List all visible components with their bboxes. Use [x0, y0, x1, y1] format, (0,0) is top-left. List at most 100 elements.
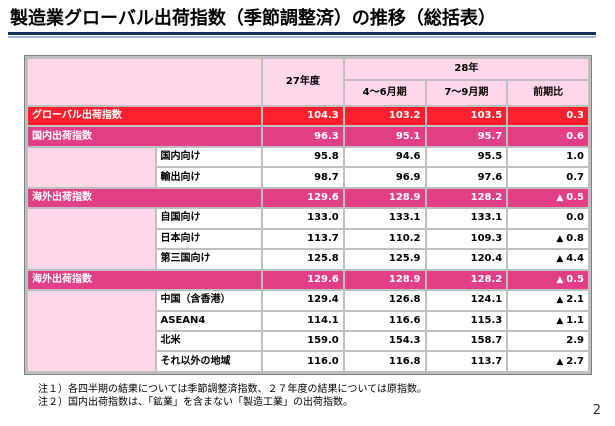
- table-row: 海外出荷指数 129.6 128.9 128.2 ▲ 0.5: [28, 188, 588, 208]
- cell-q2: 158.7: [426, 331, 507, 351]
- cell-fy27: 95.8: [263, 147, 343, 167]
- cell-q2: 133.1: [426, 209, 507, 228]
- section-label: 国内出荷指数: [28, 127, 261, 146]
- cell-q1: 133.1: [344, 209, 425, 228]
- cell-q1: 125.9: [344, 250, 425, 269]
- cell-fy27: 113.7: [263, 229, 343, 249]
- cell-q2: 109.3: [426, 229, 507, 249]
- decrease-triangle-icon: ▲: [556, 274, 564, 285]
- footnote-1: 注１）各四半期の結果については季節調整済指数、２７年度の結果については原指数。: [38, 384, 427, 395]
- header-q-jul-sep: 7～9月期: [426, 81, 507, 105]
- table-row: 中国（含香港） 129.4 126.8 124.1 ▲ 2.1: [28, 291, 588, 371]
- cell-q1: 128.9: [344, 188, 425, 208]
- table-row: ASEAN4 114.1 116.6 115.3 ▲ 1.1: [28, 311, 588, 330]
- cell-ratio: ▲ 4.4: [508, 250, 588, 269]
- cell-q1: 95.1: [344, 127, 425, 146]
- cell-fy27: 159.0: [263, 331, 343, 351]
- cell-fy27: 125.8: [263, 250, 343, 269]
- footnotes: 注１）各四半期の結果については季節調整済指数、２７年度の結果については原指数。 …: [38, 383, 427, 409]
- table-row: 海外出荷指数 129.6 128.9 128.2 ▲ 0.5: [28, 270, 588, 290]
- section-label: 海外出荷指数: [28, 188, 261, 208]
- cell-fy27: 96.3: [263, 127, 343, 146]
- cell-fy27: 98.7: [263, 168, 343, 187]
- header-corner: [28, 59, 261, 105]
- row-label: 自国向け: [156, 209, 261, 228]
- cell-q1: 128.9: [344, 270, 425, 290]
- cell-ratio: ▲ 2.7: [508, 352, 588, 371]
- table-row: 輸出向け 98.7 96.9 97.6 0.7: [28, 168, 588, 187]
- table-row: 国内出荷指数 96.3 95.1 95.7 0.6: [28, 127, 588, 146]
- cell-q1: 116.6: [344, 311, 425, 330]
- decrease-triangle-icon: ▲: [556, 193, 564, 204]
- header-q-apr-jun: 4～6月期: [344, 81, 425, 105]
- row-label: 中国（含香港）: [156, 291, 261, 310]
- cell-q1: 110.2: [344, 229, 425, 249]
- row-label: 北米: [156, 331, 261, 351]
- row-label: 日本向け: [156, 229, 261, 249]
- title-underline: [8, 32, 596, 35]
- header-year-28: 28年: [344, 59, 588, 79]
- cell-fy27: 129.6: [263, 188, 343, 208]
- cell-q2: 113.7: [426, 352, 507, 371]
- cell-ratio: 0.6: [508, 127, 588, 146]
- summary-table-frame: 27年度 28年 4～6月期 7～9月期 前期比 グローバル出荷指数 104.3…: [24, 55, 592, 375]
- table-row: グローバル出荷指数 104.3 103.2 103.5 0.3: [28, 107, 588, 126]
- cell-q2: 97.6: [426, 168, 507, 187]
- row-label: それ以外の地域: [156, 352, 261, 371]
- section-label: 海外出荷指数: [28, 270, 261, 290]
- cell-ratio: ▲ 2.1: [508, 291, 588, 310]
- cell-q2: 95.7: [426, 127, 507, 146]
- decrease-triangle-icon: ▲: [556, 356, 564, 367]
- row-label: ASEAN4: [156, 311, 261, 330]
- cell-q1: 116.8: [344, 352, 425, 371]
- cell-q2: 95.5: [426, 147, 507, 167]
- cell-fy27: 116.0: [263, 352, 343, 371]
- decrease-triangle-icon: ▲: [556, 254, 564, 265]
- cell-ratio: 0.7: [508, 168, 588, 187]
- table-row: 北米 159.0 154.3 158.7 2.9: [28, 331, 588, 351]
- cell-q2: 128.2: [426, 188, 507, 208]
- title-underline-accent: [8, 36, 596, 38]
- footnote-2: 注２）国内出荷指数は、「鉱業」を含まない「製造工業」の出荷指数。: [38, 397, 353, 408]
- row-label: 第三国向け: [156, 250, 261, 269]
- cell-q1: 103.2: [344, 107, 425, 126]
- table-row: 日本向け 113.7 110.2 109.3 ▲ 0.8: [28, 229, 588, 249]
- table-row: 国内向け 95.8 94.6 95.5 1.0: [28, 147, 588, 187]
- decrease-triangle-icon: ▲: [556, 233, 564, 244]
- cell-q2: 120.4: [426, 250, 507, 269]
- cell-ratio: ▲ 0.5: [508, 188, 588, 208]
- cell-fy27: 129.6: [263, 270, 343, 290]
- cell-fy27: 104.3: [263, 107, 343, 126]
- table-row: それ以外の地域 116.0 116.8 113.7 ▲ 2.7: [28, 352, 588, 371]
- header-prev-ratio: 前期比: [508, 81, 588, 105]
- cell-ratio: 0.0: [508, 209, 588, 228]
- cell-q2: 115.3: [426, 311, 507, 330]
- cell-fy27: 133.0: [263, 209, 343, 228]
- cell-ratio: ▲ 0.5: [508, 270, 588, 290]
- section-indent: [28, 291, 155, 371]
- cell-fy27: 114.1: [263, 311, 343, 330]
- summary-table: 27年度 28年 4～6月期 7～9月期 前期比 グローバル出荷指数 104.3…: [26, 57, 590, 373]
- row-label: グローバル出荷指数: [28, 107, 261, 126]
- cell-q1: 154.3: [344, 331, 425, 351]
- row-label: 輸出向け: [156, 168, 261, 187]
- cell-q2: 103.5: [426, 107, 507, 126]
- cell-q1: 96.9: [344, 168, 425, 187]
- cell-ratio: ▲ 1.1: [508, 311, 588, 330]
- cell-ratio: 2.9: [508, 331, 588, 351]
- cell-q2: 124.1: [426, 291, 507, 310]
- row-label: 国内向け: [156, 147, 261, 167]
- table-row: 第三国向け 125.8 125.9 120.4 ▲ 4.4: [28, 250, 588, 269]
- page-number: 2: [592, 403, 601, 418]
- decrease-triangle-icon: ▲: [556, 315, 564, 326]
- section-indent: [28, 147, 155, 187]
- cell-ratio: ▲ 0.8: [508, 229, 588, 249]
- section-indent: [28, 209, 155, 269]
- cell-q1: 126.8: [344, 291, 425, 310]
- page-title: 製造業グローバル出荷指数（季節調整済）の推移（総括表）: [10, 8, 496, 29]
- cell-ratio: 0.3: [508, 107, 588, 126]
- cell-fy27: 129.4: [263, 291, 343, 310]
- cell-ratio: 1.0: [508, 147, 588, 167]
- cell-q1: 94.6: [344, 147, 425, 167]
- table-row: 自国向け 133.0 133.1 133.1 0.0: [28, 209, 588, 269]
